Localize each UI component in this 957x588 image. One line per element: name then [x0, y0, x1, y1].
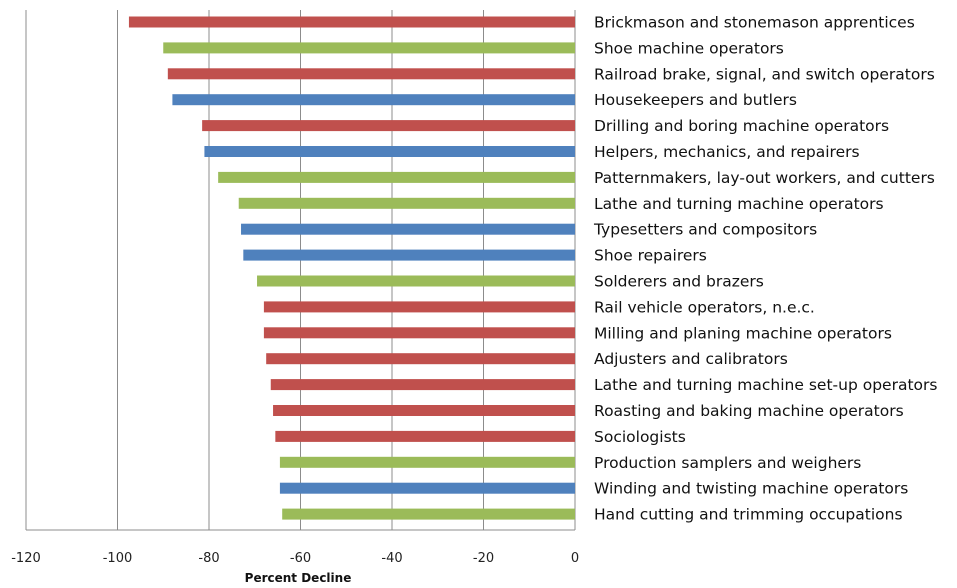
category-label: Brickmason and stonemason apprentices — [594, 14, 915, 32]
x-tick-label: -120 — [11, 551, 41, 566]
x-tick-label: -80 — [198, 551, 219, 566]
gridlines — [117, 10, 576, 530]
bar — [266, 353, 575, 365]
bar — [238, 197, 576, 209]
bar — [275, 430, 575, 442]
category-label: Rail vehicle operators, n.e.c. — [594, 298, 815, 316]
x-axis-title: Percent Decline — [245, 571, 352, 585]
bar — [163, 42, 575, 54]
bar — [282, 508, 575, 520]
bar — [167, 68, 575, 80]
category-label: Helpers, mechanics, and repairers — [594, 143, 860, 161]
category-label: Adjusters and calibrators — [594, 350, 788, 368]
bar — [279, 456, 575, 468]
category-label: Hand cutting and trimming occupations — [594, 506, 903, 524]
bar — [128, 16, 575, 28]
bar — [243, 249, 575, 261]
x-tick-label: -100 — [103, 551, 133, 566]
bar — [273, 405, 575, 416]
category-label: Shoe machine operators — [594, 39, 784, 57]
category-label: Production samplers and weighers — [594, 454, 861, 472]
category-labels: Brickmason and stonemason apprentices Sho… — [593, 14, 937, 524]
bar — [204, 146, 576, 157]
x-tick-labels: -120 -100 -80 -60 -40 -20 0 — [11, 551, 579, 566]
bar — [263, 327, 575, 339]
bars — [128, 16, 576, 520]
category-label: Patternmakers, lay-out workers, and cutt… — [594, 169, 935, 187]
x-tick-label: -20 — [473, 551, 494, 566]
category-label: Solderers and brazers — [594, 273, 764, 291]
bar — [279, 482, 575, 494]
axes — [25, 10, 575, 531]
bar — [270, 379, 575, 391]
x-tick-label: -40 — [381, 551, 402, 566]
category-label: Shoe repairers — [594, 247, 707, 265]
x-tick-label: -60 — [290, 551, 311, 566]
category-label: Winding and twisting machine operators — [594, 480, 908, 498]
category-label: Drilling and boring machine operators — [594, 117, 889, 135]
bar — [172, 94, 575, 106]
category-label: Sociologists — [594, 428, 686, 446]
category-label: Milling and planing machine operators — [594, 324, 892, 342]
category-label: Railroad brake, signal, and switch opera… — [594, 65, 935, 83]
category-label: Lathe and turning machine set-up operato… — [594, 376, 937, 394]
bar — [202, 120, 575, 132]
x-tick-label: 0 — [571, 551, 579, 566]
category-label: Housekeepers and butlers — [594, 91, 797, 109]
bar — [218, 171, 575, 183]
category-label: Roasting and baking machine operators — [594, 402, 904, 420]
bar — [241, 223, 575, 235]
category-label: Typesetters and compositors — [593, 221, 817, 239]
bar — [263, 301, 575, 313]
bar — [257, 275, 575, 287]
category-label: Lathe and turning machine operators — [594, 195, 884, 213]
